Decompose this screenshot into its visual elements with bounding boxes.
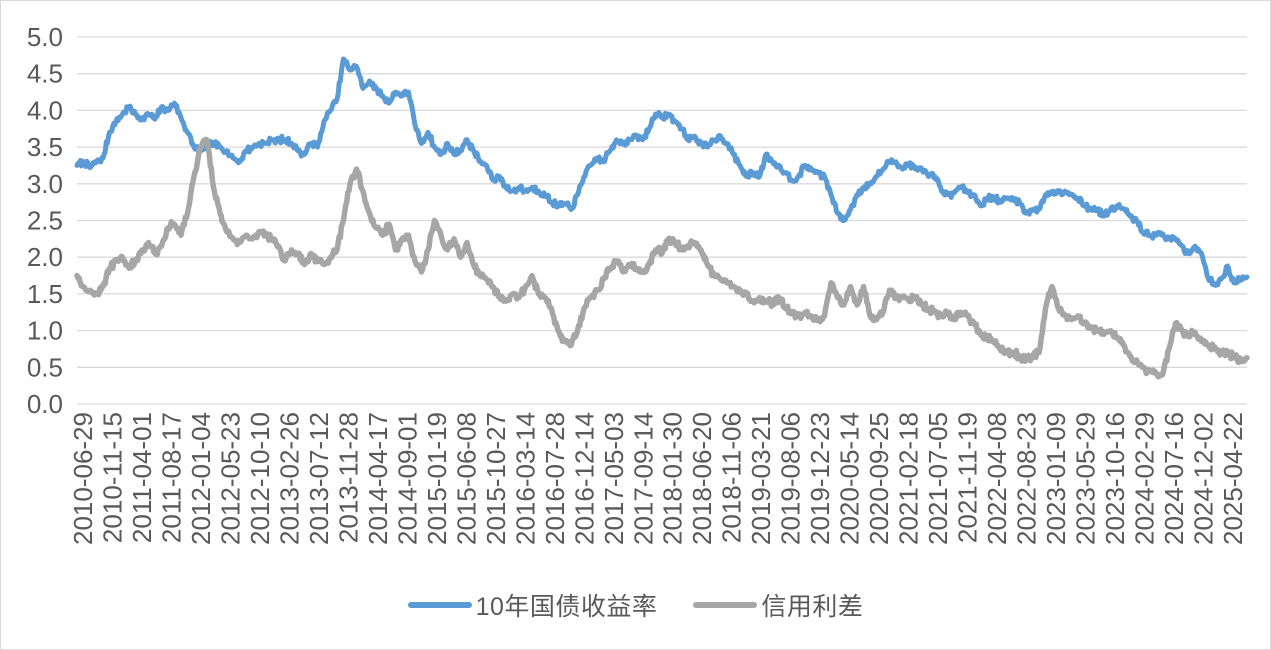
x-axis-tick-label: 2016-12-14	[569, 412, 599, 545]
x-axis-tick-label: 2010-06-29	[68, 412, 98, 545]
x-axis-tick-label: 2020-05-14	[835, 412, 865, 545]
x-axis-tick-label: 2012-10-10	[245, 412, 275, 545]
x-axis-tick-label: 2016-03-14	[510, 412, 540, 545]
x-axis-tick-label: 2014-09-01	[392, 412, 422, 545]
legend-item-credit-spread: 信用利差	[693, 587, 863, 623]
x-axis-tick-label: 2018-11-06	[717, 412, 747, 543]
x-axis-tick-label: 2015-06-08	[451, 412, 481, 545]
x-axis-tick-label: 2020-09-25	[864, 412, 894, 545]
y-axis-tick-label: 5.0	[27, 22, 63, 52]
x-axis-tick-label: 2015-10-27	[481, 412, 511, 545]
y-axis-tick-label: 4.0	[27, 95, 63, 125]
x-axis-tick-label: 2023-01-09	[1041, 412, 1071, 545]
x-axis-tick-label: 2019-03-21	[746, 412, 776, 545]
x-axis-tick-label: 2014-04-17	[363, 412, 393, 545]
x-axis-tick-label: 2015-01-19	[422, 412, 452, 545]
x-axis-tick-label: 2023-05-29	[1071, 412, 1101, 545]
legend-item-10y-yield: 10年国债收益率	[407, 587, 658, 623]
y-axis-tick-label: 0.0	[27, 389, 63, 419]
x-axis-tick-label: 2018-01-30	[658, 412, 688, 545]
x-axis-tick-label: 2024-07-16	[1159, 412, 1189, 545]
x-axis-tick-label: 2013-07-12	[304, 412, 334, 545]
x-axis-tick-label: 2017-09-14	[628, 412, 658, 545]
x-axis-tick-label: 2012-01-04	[186, 412, 216, 545]
x-axis-tick-label: 2010-11-15	[97, 412, 127, 543]
x-axis-tick-label: 2021-07-05	[923, 412, 953, 545]
y-axis-tick-label: 2.0	[27, 242, 63, 272]
x-axis-tick-label: 2018-06-20	[687, 412, 717, 545]
x-axis-tick-label: 2011-08-17	[156, 412, 186, 543]
x-axis-tick-label: 2022-08-23	[1012, 412, 1042, 545]
x-axis-tick-label: 2016-07-28	[540, 412, 570, 545]
x-axis-tick-label: 2022-04-08	[982, 412, 1012, 545]
x-axis-tick-label: 2013-02-26	[274, 412, 304, 545]
y-axis-tick-label: 4.5	[27, 59, 63, 89]
y-axis-tick-label: 3.0	[27, 169, 63, 199]
x-axis-tick-label: 2011-04-01	[127, 412, 157, 543]
y-axis-tick-label: 0.5	[27, 352, 63, 382]
x-axis-tick-label: 2023-10-16	[1100, 412, 1130, 545]
x-axis-tick-label: 2025-04-22	[1218, 412, 1248, 545]
legend-line-sample-blue	[407, 602, 472, 608]
x-axis-tick-label: 2021-02-18	[894, 412, 924, 545]
legend-line-sample-gray	[693, 602, 758, 608]
legend-label-10y-yield: 10年国债收益率	[475, 593, 658, 621]
x-axis-tick-label: 2019-08-06	[776, 412, 806, 545]
legend-label-credit-spread: 信用利差	[761, 593, 864, 621]
x-axis-tick-label: 2012-05-23	[215, 412, 245, 545]
y-axis-tick-label: 2.5	[27, 206, 63, 236]
y-axis-tick-label: 3.5	[27, 132, 63, 162]
x-axis-tick-label: 2024-02-29	[1130, 412, 1160, 545]
legend: 10年国债收益率 信用利差	[1, 587, 1270, 623]
y-axis-tick-label: 1.0	[27, 316, 63, 346]
x-axis-tick-label: 2021-11-19	[953, 412, 983, 543]
series-line-10y-treasury-yield	[74, 56, 1250, 288]
x-axis-tick-label: 2024-12-02	[1189, 412, 1219, 545]
x-axis-tick-label: 2019-12-23	[805, 412, 835, 545]
y-axis-tick-label: 1.5	[27, 279, 63, 309]
x-axis-tick-label: 2017-05-03	[599, 412, 629, 545]
series-line-credit-spread	[74, 136, 1250, 380]
x-axis-tick-label: 2013-11-28	[333, 412, 363, 543]
